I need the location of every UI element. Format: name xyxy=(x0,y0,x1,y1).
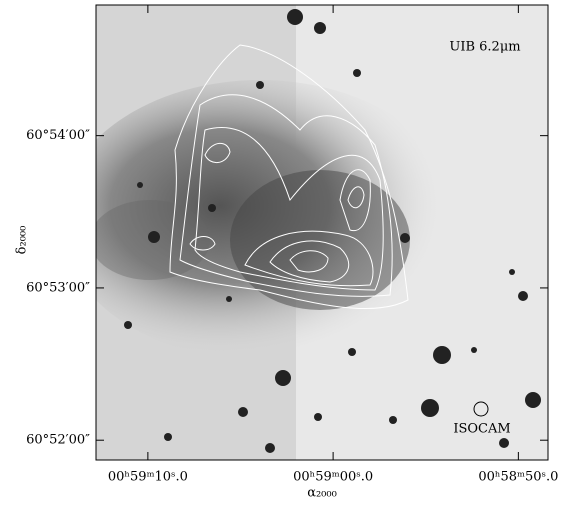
beam-circle xyxy=(473,401,489,417)
y-tick-label: 60°52′00″ xyxy=(26,433,90,448)
annotation: UIB 6.2μm xyxy=(449,40,520,55)
sky-image xyxy=(96,5,548,460)
x-axis-label: α₂₀₀₀ xyxy=(307,486,337,501)
y-tick-label: 60°53′00″ xyxy=(26,280,90,295)
x-tick-label: 00ʰ58ᵐ50ˢ.0 xyxy=(478,470,558,485)
beam-label: ISOCAM xyxy=(453,422,510,437)
y-tick-label: 60°54′00″ xyxy=(26,128,90,143)
x-tick-label: 00ʰ59ᵐ00ˢ.0 xyxy=(293,470,373,485)
x-tick-label: 00ʰ59ᵐ10ˢ.0 xyxy=(108,470,188,485)
contours xyxy=(169,44,409,310)
y-axis-label: δ₂₀₀₀ xyxy=(15,226,30,255)
plot-frame xyxy=(95,4,549,461)
